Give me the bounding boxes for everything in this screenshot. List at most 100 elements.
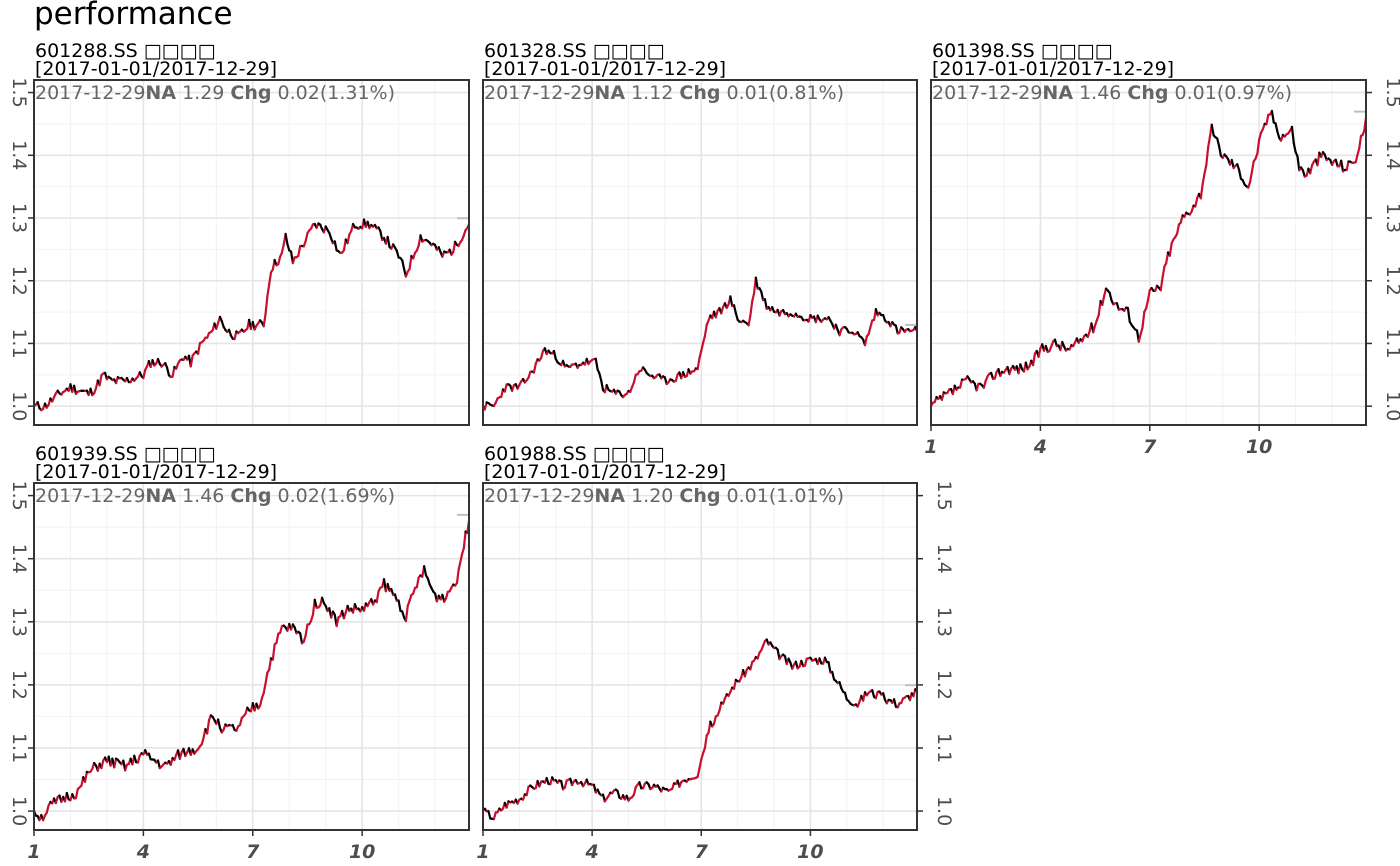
x-tick-label: 7: [695, 841, 709, 863]
series-segment: [444, 590, 449, 600]
panel-date-range: [2017-01-01/2017-12-29]: [484, 58, 726, 80]
series-segment: [1179, 214, 1184, 224]
series-segment: [462, 530, 467, 550]
series-segment: [165, 366, 171, 377]
legend-label: NA: [145, 485, 176, 507]
series-segment: [457, 560, 462, 571]
series-segment: [763, 298, 768, 311]
legend-label: NA: [594, 485, 625, 507]
series-segment: [333, 240, 338, 252]
series-segment: [1248, 171, 1253, 184]
series-segment: [258, 697, 263, 707]
series-segment: [379, 230, 384, 242]
panel-frame: [482, 79, 918, 426]
x-tick-label: 10: [797, 841, 823, 863]
series-segment: [803, 657, 808, 667]
series-segment: [217, 718, 222, 730]
series-segment: [1274, 122, 1279, 133]
series-segment: [1092, 324, 1097, 334]
series-segment: [632, 373, 637, 384]
legend-value: 0.02(1.69%): [272, 485, 396, 507]
series-segment: [1210, 123, 1215, 137]
y-tick-label: 1.1: [933, 733, 955, 763]
series-segment: [734, 312, 739, 321]
series-segment: [712, 715, 717, 726]
series-segment: [189, 354, 194, 368]
series-segment: [600, 379, 605, 392]
series-segment: [459, 552, 464, 563]
series-segment: [743, 668, 748, 678]
y-tick-label: 1.5: [8, 77, 30, 107]
y-tick-label: 1.4: [933, 544, 955, 574]
series-segment: [264, 295, 269, 316]
series-segment: [83, 770, 88, 783]
series-segment: [732, 304, 737, 315]
series-segment: [113, 757, 118, 769]
series-segment: [268, 657, 273, 671]
series-segment: [401, 259, 406, 271]
series-segment: [700, 341, 705, 352]
panel-date-range: [2017-01-01/2017-12-29]: [35, 58, 277, 80]
series-segment: [1126, 306, 1131, 323]
series-segment: [238, 716, 243, 727]
series-segment: [696, 357, 701, 371]
legend-label: NA: [1042, 82, 1073, 104]
series-segment: [525, 785, 530, 797]
series-segment: [423, 565, 428, 577]
series-segment: [487, 810, 492, 820]
legend-value: 1.29: [176, 82, 230, 104]
y-tick-label: 1.3: [1382, 203, 1400, 233]
series-segment: [408, 254, 413, 271]
x-tick-label: 4: [585, 841, 599, 863]
legend-value: 0.02(1.31%): [272, 82, 396, 104]
y-tick-label: 1.3: [8, 203, 30, 233]
series-segment: [1334, 158, 1339, 168]
series-segment: [749, 300, 754, 317]
legend-value: 0.01(0.81%): [721, 82, 845, 104]
series-segment: [100, 759, 105, 770]
series-segment: [200, 736, 205, 746]
series-segment: [280, 243, 285, 254]
series-segment: [1194, 196, 1199, 208]
y-tick-label: 1.3: [8, 607, 30, 637]
series-segment: [297, 244, 302, 257]
y-tick-label: 1.0: [933, 796, 955, 826]
series-segment: [751, 292, 756, 303]
series-segment: [616, 789, 621, 799]
series-segment: [1139, 326, 1144, 336]
series-segment: [98, 374, 103, 387]
page-title: performance: [34, 0, 233, 32]
series-segment: [1216, 137, 1221, 148]
series-segment: [1165, 251, 1170, 265]
legend-label: Chg: [679, 485, 720, 507]
panel-date-range: [2017-01-01/2017-12-29]: [932, 58, 1174, 80]
series-segment: [975, 382, 980, 392]
series-segment: [1053, 338, 1058, 348]
series-segment: [1145, 299, 1150, 310]
series-segment: [1108, 291, 1113, 302]
series-segment: [894, 324, 899, 335]
panel-frame: [930, 79, 1367, 426]
chart-panel: 601328.SS □□□□[2017-01-01/2017-12-29]201…: [481, 40, 919, 426]
series-segment: [754, 276, 759, 290]
series-segment: [1250, 160, 1255, 174]
series-segment: [882, 692, 887, 701]
x-tick-label: 7: [246, 841, 260, 863]
legend-value: 2017-12-29: [35, 82, 145, 104]
series-segment: [346, 233, 351, 245]
y-tick-label: 1.0: [1382, 391, 1400, 421]
legend-value: 2017-12-29: [932, 82, 1042, 104]
series-segment: [1037, 347, 1042, 358]
series-segment: [1115, 302, 1120, 311]
legend-value: 2017-12-29: [484, 485, 594, 507]
legend-value: 2017-12-29: [35, 485, 145, 507]
legend-label: NA: [145, 82, 176, 104]
series-segment: [335, 616, 340, 628]
panel-legend: 2017-12-29NA 1.46 Chg 0.02(1.69%): [35, 485, 395, 507]
series-segment: [279, 625, 284, 634]
series-segment: [749, 660, 754, 671]
y-tick-label: 1.4: [8, 544, 30, 574]
series-segment: [1159, 276, 1164, 292]
series-segment: [156, 759, 161, 770]
panel-title: 601398.SS □□□□: [932, 40, 1113, 62]
